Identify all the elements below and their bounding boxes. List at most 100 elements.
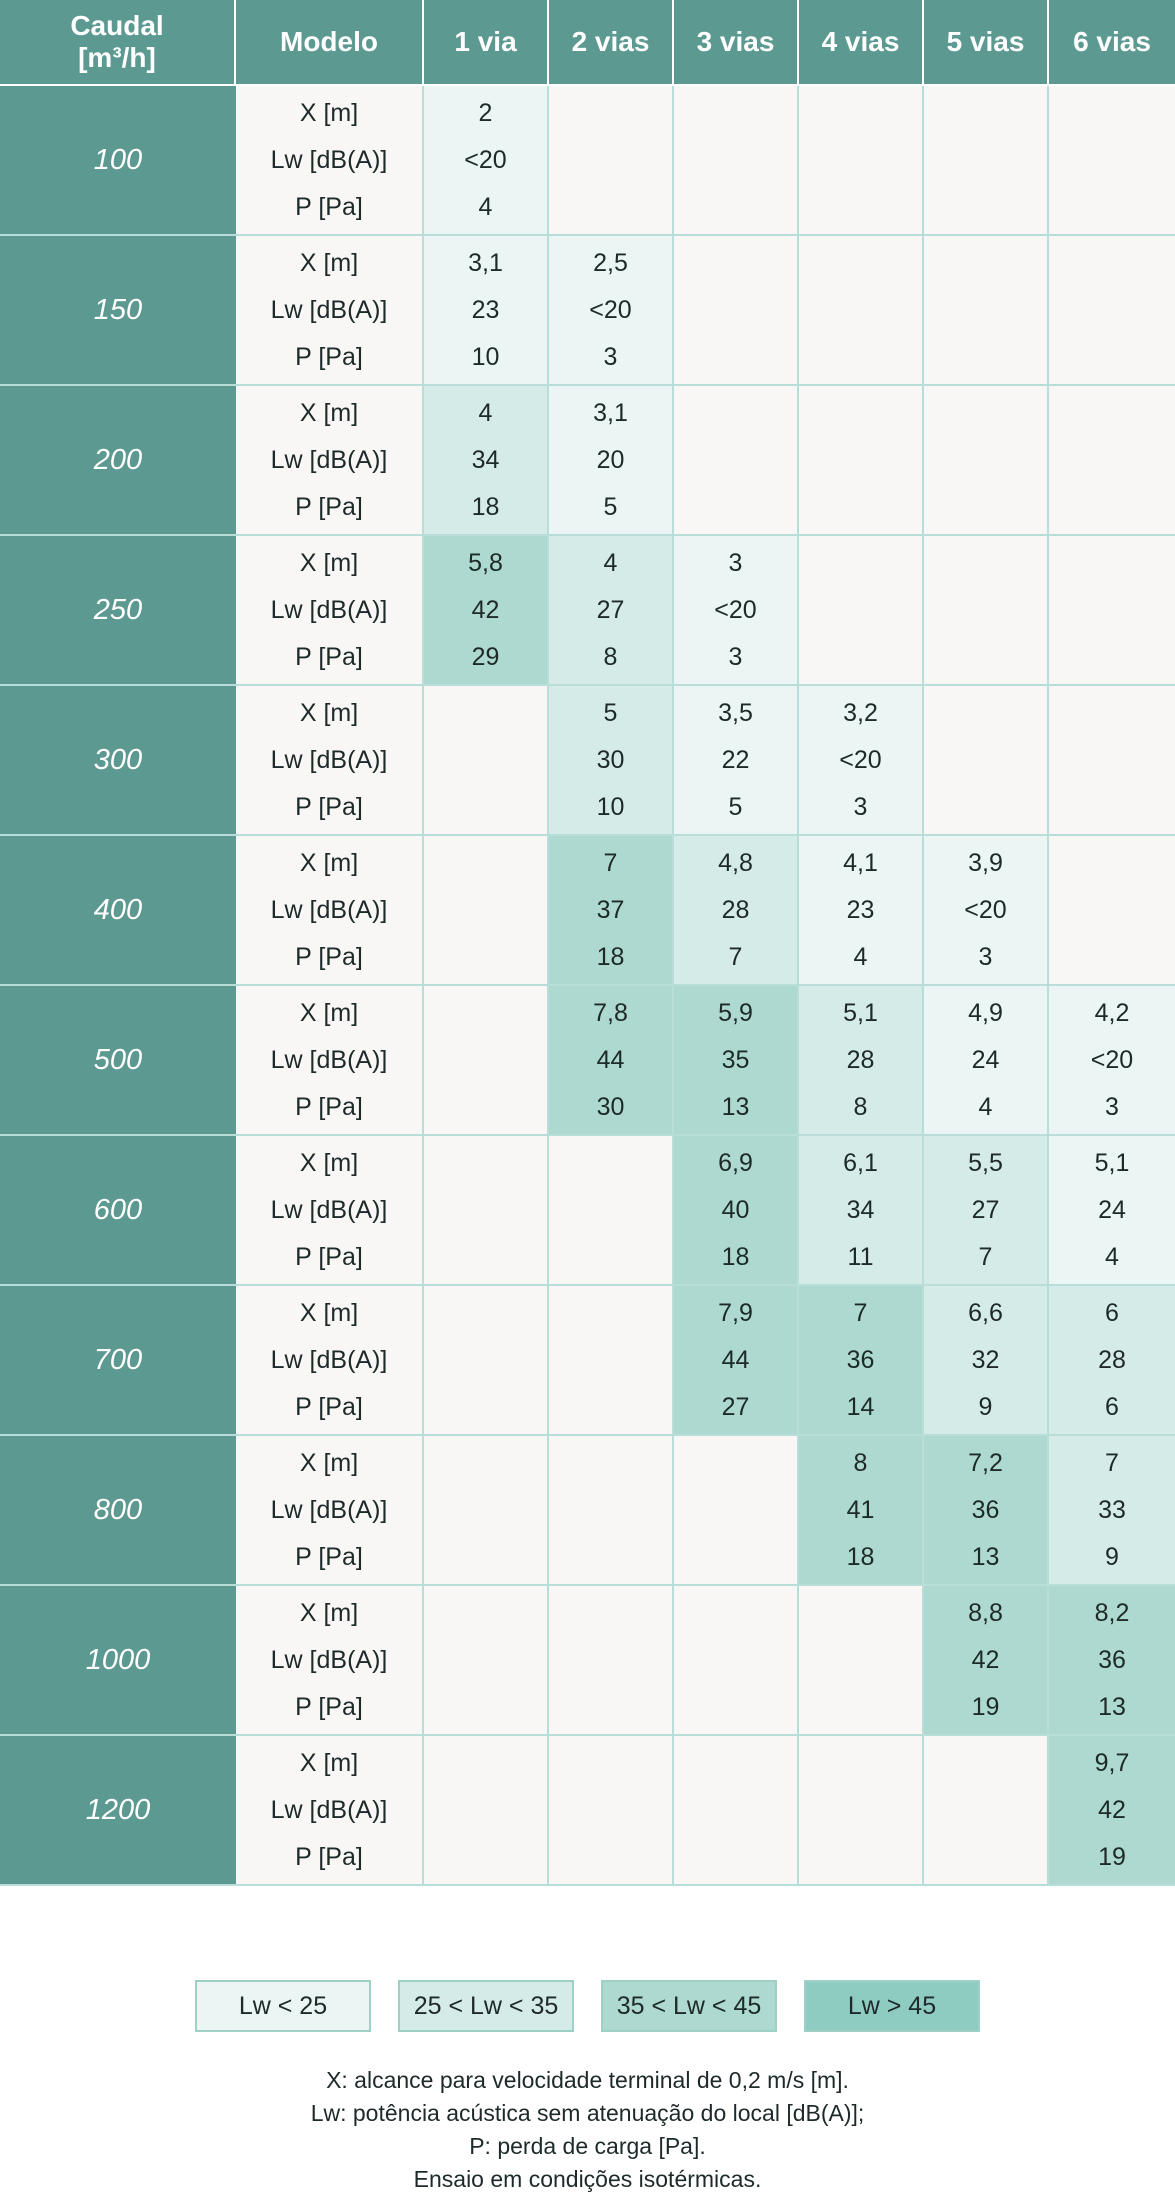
lw-label: Lw [dB(A)] [270,1495,388,1524]
lw-label: Lw [dB(A)] [270,1645,388,1674]
empty-cell [1049,386,1175,536]
p-label: P [Pa] [295,1392,363,1421]
p-value: 18 [846,1542,875,1571]
lw-value: 41 [846,1495,875,1524]
value-cell: 8,8 42 19 [924,1586,1049,1736]
p-value: 13 [971,1542,1000,1571]
p-value: 3 [978,942,993,971]
x-value: 4,9 [968,999,1003,1028]
x-label: X [m] [299,549,359,578]
flow-rate-cell: 500 [0,986,236,1136]
lw-value: 30 [596,745,625,774]
lw-value: <20 [714,595,757,624]
value-cell: 8,2 36 13 [1049,1586,1175,1736]
x-label: X [m] [299,849,359,878]
empty-cell [924,86,1049,236]
header-caudal-unit: [m³/h] [78,42,156,73]
lw-value: 32 [971,1345,1000,1374]
lw-value: 40 [721,1195,750,1224]
lw-value: 23 [471,295,500,324]
header-col-1-via: 1 via [424,0,549,86]
value-cell: 3,5 22 5 [674,686,799,836]
legend-lw-25-35: 25 < Lw < 35 [398,1980,574,2032]
p-value: 4 [978,1092,993,1121]
footnotes: X: alcance para velocidade terminal de 0… [0,2064,1175,2196]
x-value: 5,8 [468,549,503,578]
x-label: X [m] [299,1749,359,1778]
x-value: 4,8 [718,849,753,878]
model-labels-cell: X [m] Lw [dB(A)] P [Pa] [236,986,424,1136]
lw-value: 35 [721,1045,750,1074]
model-labels-cell: X [m] Lw [dB(A)] P [Pa] [236,1436,424,1586]
p-value: 6 [1105,1392,1119,1421]
lw-value: 28 [846,1045,875,1074]
empty-cell [924,686,1049,836]
value-cell: 4,8 28 7 [674,836,799,986]
empty-cell [424,1736,549,1886]
x-value: 7,8 [593,999,628,1028]
lw-value: 28 [1098,1345,1126,1374]
x-value: 3,5 [718,699,753,728]
p-value: 18 [596,942,625,971]
p-value: 27 [721,1392,750,1421]
p-value: 30 [596,1092,625,1121]
p-value: 5 [728,792,743,821]
p-value: 18 [721,1242,750,1271]
empty-cell [924,386,1049,536]
flow-rate-cell: 100 [0,86,236,236]
value-cell: 3,1 20 5 [549,386,674,536]
p-label: P [Pa] [295,942,363,971]
value-cell: 9,7 42 19 [1049,1736,1175,1886]
empty-cell [424,1586,549,1736]
p-value: 13 [721,1092,750,1121]
lw-label: Lw [dB(A)] [270,295,388,324]
p-label: P [Pa] [295,1692,363,1721]
lw-value: <20 [464,145,507,174]
lw-value: 27 [971,1195,1000,1224]
p-value: 18 [471,492,500,521]
x-value: 4 [603,549,618,578]
value-cell: 7 37 18 [549,836,674,986]
value-cell: 4 27 8 [549,536,674,686]
x-value: 8 [853,1449,868,1478]
lw-label: Lw [dB(A)] [270,1795,388,1824]
p-label: P [Pa] [295,1242,363,1271]
lw-label: Lw [dB(A)] [270,1045,388,1074]
empty-cell [1049,86,1175,236]
lw-label: Lw [dB(A)] [270,895,388,924]
note-lw: Lw: potência acústica sem atenuação do l… [310,2100,865,2126]
lw-value: 34 [846,1195,875,1224]
empty-cell [549,1136,674,1286]
model-labels-cell: X [m] Lw [dB(A)] P [Pa] [236,236,424,386]
lw-value: <20 [1090,1045,1134,1074]
p-value: 3 [603,342,618,371]
x-value: 4 [478,399,493,428]
lw-value: 36 [971,1495,1000,1524]
value-cell: 5,1 28 8 [799,986,924,1136]
x-value: 5,5 [968,1149,1003,1178]
lw-value: 23 [846,895,875,924]
lw-label: Lw [dB(A)] [270,595,388,624]
header-caudal: Caudal [m³/h] [0,0,236,86]
model-labels-cell: X [m] Lw [dB(A)] P [Pa] [236,1586,424,1736]
lw-value: 36 [1098,1645,1126,1674]
p-label: P [Pa] [295,1542,363,1571]
x-label: X [m] [299,1299,359,1328]
p-value: 8 [853,1092,868,1121]
value-cell: 3,1 23 10 [424,236,549,386]
empty-cell [549,86,674,236]
x-value: 6,6 [968,1299,1003,1328]
x-label: X [m] [299,1599,359,1628]
x-value: 4,1 [843,849,878,878]
value-cell: 6,1 34 11 [799,1136,924,1286]
x-value: 2,5 [593,249,628,278]
x-value: 3,1 [468,249,503,278]
model-labels-cell: X [m] Lw [dB(A)] P [Pa] [236,386,424,536]
value-cell: 4,2 <20 3 [1049,986,1175,1136]
empty-cell [1049,236,1175,386]
model-labels-cell: X [m] Lw [dB(A)] P [Pa] [236,1136,424,1286]
x-value: 3,2 [843,699,878,728]
empty-cell [549,1286,674,1436]
empty-cell [1049,836,1175,986]
x-value: 7,9 [718,1299,753,1328]
